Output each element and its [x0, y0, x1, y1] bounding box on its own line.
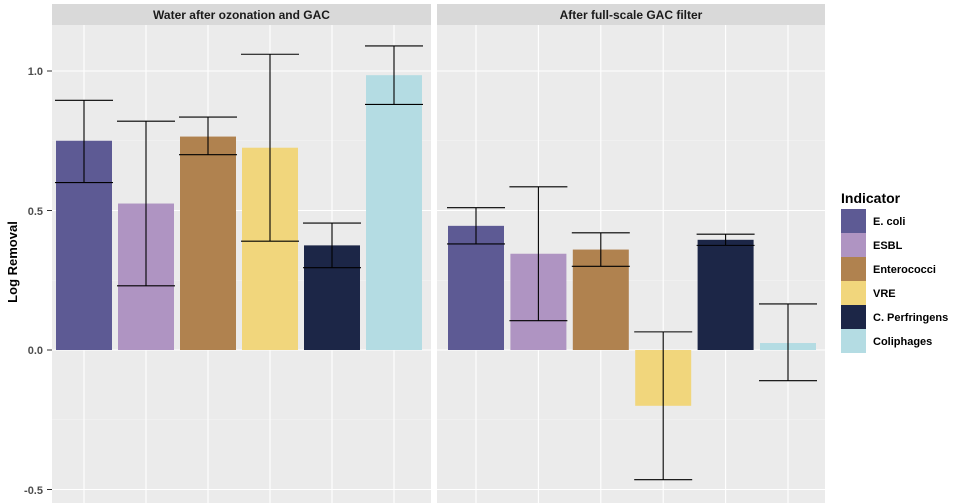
- legend-key-e-coli: [841, 209, 866, 233]
- legend-label-c-perfringens: C. Perfringens: [873, 312, 948, 324]
- legend-label-esbl: ESBL: [873, 240, 903, 252]
- bar-left-coliphages: [366, 75, 422, 350]
- y-tick-label: -0.5: [24, 485, 43, 497]
- y-tick-label: 0.0: [28, 345, 43, 357]
- facet-title-left: Water after ozonation and GAC: [153, 8, 330, 22]
- legend-key-vre: [841, 281, 866, 305]
- bar-right-c-perfringens: [698, 240, 754, 350]
- legend-label-e-coli: E. coli: [873, 216, 905, 228]
- legend-key-esbl: [841, 233, 866, 257]
- legend: Indicator E. coli ESBL Enterococci VRE C…: [841, 190, 948, 353]
- legend-key-c-perfringens: [841, 305, 866, 329]
- y-tick-label: 1.0: [28, 66, 43, 78]
- legend-label-vre: VRE: [873, 288, 896, 300]
- legend-key-coliphages: [841, 329, 866, 353]
- y-axis-title: Log Removal: [5, 221, 20, 303]
- log-removal-chart: Water after ozonation and GAC After full…: [0, 0, 969, 503]
- legend-label-enterococci: Enterococci: [873, 264, 936, 276]
- facet-title-right: After full-scale GAC filter: [560, 8, 703, 22]
- legend-key-enterococci: [841, 257, 866, 281]
- y-tick-label: 0.5: [28, 206, 43, 218]
- legend-label-coliphages: Coliphages: [873, 336, 932, 348]
- bar-left-enterococci: [180, 137, 236, 350]
- legend-title: Indicator: [841, 190, 901, 206]
- y-axis: -0.5 0.0 0.5 1.0: [24, 66, 52, 497]
